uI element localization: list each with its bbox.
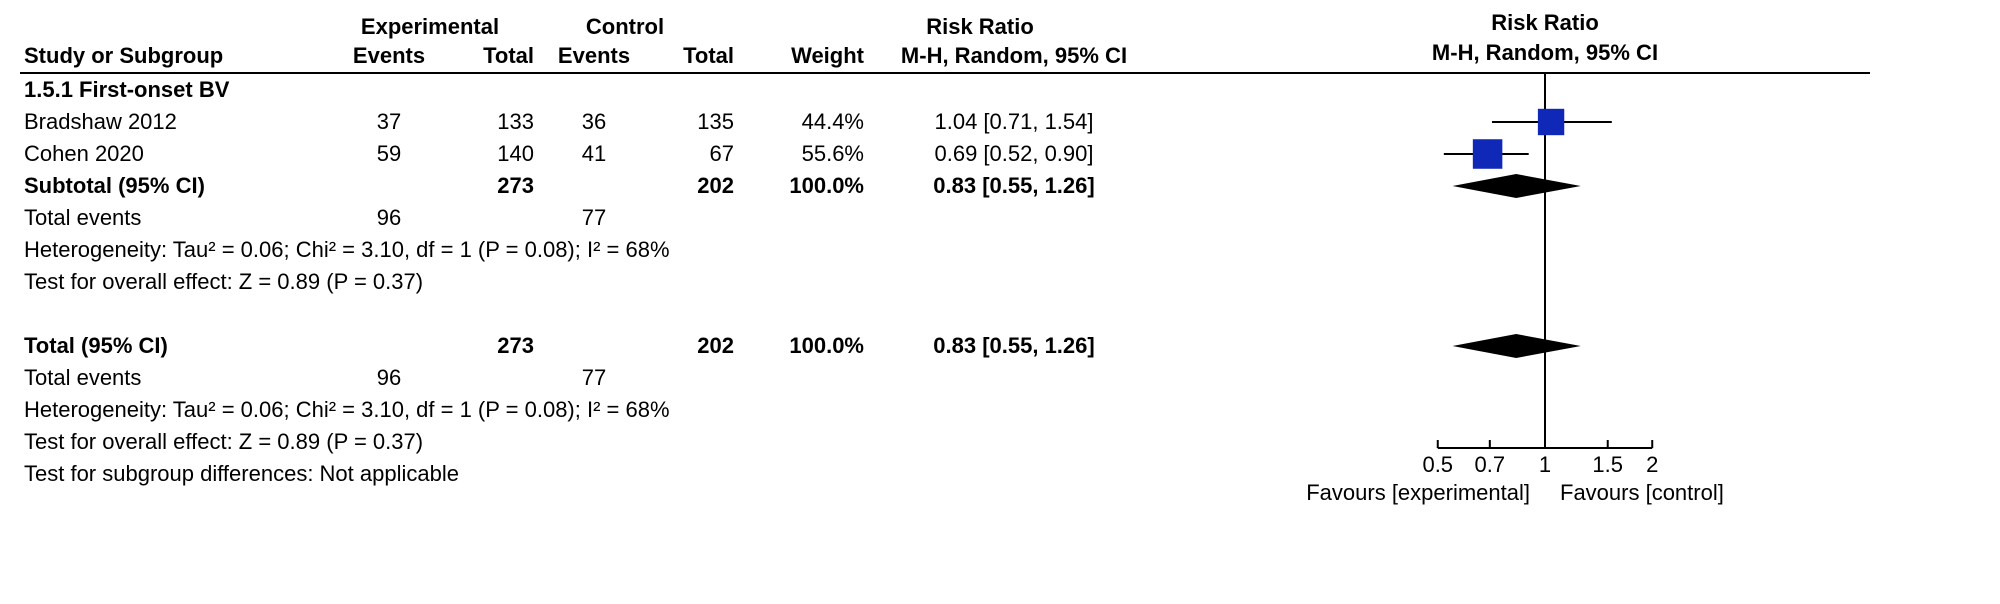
svg-text:1.5: 1.5	[1592, 452, 1623, 477]
hdr-study: Study or Subgroup	[20, 43, 334, 69]
totevents-ctl: 77	[544, 365, 644, 391]
svg-text:0.5: 0.5	[1422, 452, 1453, 477]
plot-subtitle: M-H, Random, 95% CI	[1220, 40, 1870, 74]
total-row: Total (95% CI) 273 202 100.0% 0.83 [0.55…	[20, 330, 1220, 362]
subtotal-row: Subtotal (95% CI) 273 202 100.0% 0.83 [0…	[20, 170, 1220, 202]
study-ctot: 67	[644, 141, 744, 167]
svg-text:Favours [experimental]: Favours [experimental]	[1306, 480, 1530, 505]
plot-title: Risk Ratio	[1220, 10, 1870, 40]
totevents-ctl: 77	[544, 205, 644, 231]
study-name: Bradshaw 2012	[20, 109, 334, 135]
hdr-etot: Total	[444, 43, 544, 69]
study-eevt: 37	[334, 109, 444, 135]
hdr-cevt: Events	[544, 43, 644, 69]
study-row: Cohen 2020 59 140 41 67 55.6% 0.69 [0.52…	[20, 138, 1220, 170]
tot-het-text: Heterogeneity: Tau² = 0.06; Chi² = 3.10,…	[20, 397, 670, 423]
study-etot: 133	[444, 109, 544, 135]
header-group-row: Experimental Control Risk Ratio	[20, 10, 1220, 40]
subgroup-label-row: 1.5.1 First-onset BV	[20, 74, 1220, 106]
hdr-control: Control	[530, 14, 720, 40]
hdr-experimental: Experimental	[330, 14, 530, 40]
subtotal-etot: 273	[444, 173, 544, 199]
data-table: Experimental Control Risk Ratio Study or…	[20, 10, 1220, 490]
total-label: Total (95% CI)	[20, 333, 334, 359]
study-eevt: 59	[334, 141, 444, 167]
tot-totevents-row: Total events 96 77	[20, 362, 1220, 394]
svg-text:1: 1	[1539, 452, 1551, 477]
sub-totevents-row: Total events 96 77	[20, 202, 1220, 234]
spacer-row	[20, 298, 1220, 330]
totevents-exp: 96	[334, 365, 444, 391]
hdr-weight: Weight	[744, 43, 874, 69]
study-effect: 1.04 [0.71, 1.54]	[874, 109, 1154, 135]
tot-het-row: Heterogeneity: Tau² = 0.06; Chi² = 3.10,…	[20, 394, 1220, 426]
study-etot: 140	[444, 141, 544, 167]
total-weight: 100.0%	[744, 333, 874, 359]
subgroup-label: 1.5.1 First-onset BV	[20, 77, 229, 103]
svg-text:Favours [control]: Favours [control]	[1560, 480, 1724, 505]
study-name: Cohen 2020	[20, 141, 334, 167]
total-effect: 0.83 [0.55, 1.26]	[874, 333, 1154, 359]
study-ctot: 135	[644, 109, 744, 135]
hdr-eevt: Events	[334, 43, 444, 69]
total-ctot: 202	[644, 333, 744, 359]
totevents-exp: 96	[334, 205, 444, 231]
tot-test-row: Test for overall effect: Z = 0.89 (P = 0…	[20, 426, 1220, 458]
totevents-label: Total events	[20, 205, 334, 231]
sub-het-text: Heterogeneity: Tau² = 0.06; Chi² = 3.10,…	[20, 237, 670, 263]
hdr-effect: Risk Ratio	[840, 14, 1120, 40]
study-weight: 44.4%	[744, 109, 874, 135]
total-etot: 273	[444, 333, 544, 359]
svg-text:0.7: 0.7	[1475, 452, 1506, 477]
totevents-label: Total events	[20, 365, 334, 391]
study-cevt: 36	[544, 109, 644, 135]
study-cevt: 41	[544, 141, 644, 167]
forest-plot-svg: 0.5 0.7 1 1.5 2 Favours [experimental] Favours…	[1220, 74, 1870, 584]
study-row: Bradshaw 2012 37 133 36 135 44.4% 1.04 […	[20, 106, 1220, 138]
tot-test-text: Test for overall effect: Z = 0.89 (P = 0…	[20, 429, 423, 455]
study-effect: 0.69 [0.52, 0.90]	[874, 141, 1154, 167]
subtotal-ctot: 202	[644, 173, 744, 199]
sub-het-row: Heterogeneity: Tau² = 0.06; Chi² = 3.10,…	[20, 234, 1220, 266]
subtotal-weight: 100.0%	[744, 173, 874, 199]
sub-test-row: Test for overall effect: Z = 0.89 (P = 0…	[20, 266, 1220, 298]
hdr-ctot: Total	[644, 43, 744, 69]
tot-subdiff-text: Test for subgroup differences: Not appli…	[20, 461, 459, 487]
tot-subdiff-row: Test for subgroup differences: Not appli…	[20, 458, 1220, 490]
sub-test-text: Test for overall effect: Z = 0.89 (P = 0…	[20, 269, 423, 295]
forest-plot-container: Experimental Control Risk Ratio Study or…	[20, 10, 1980, 584]
subtotal-effect: 0.83 [0.55, 1.26]	[874, 173, 1154, 199]
study-weight: 55.6%	[744, 141, 874, 167]
header-row: Study or Subgroup Events Total Events To…	[20, 40, 1220, 74]
subtotal-label: Subtotal (95% CI)	[20, 173, 334, 199]
svg-text:2: 2	[1646, 452, 1658, 477]
hdr-effsub: M-H, Random, 95% CI	[874, 43, 1154, 69]
plot-area: Risk Ratio M-H, Random, 95% CI 0.5 0.7 1 1.…	[1220, 10, 1870, 584]
